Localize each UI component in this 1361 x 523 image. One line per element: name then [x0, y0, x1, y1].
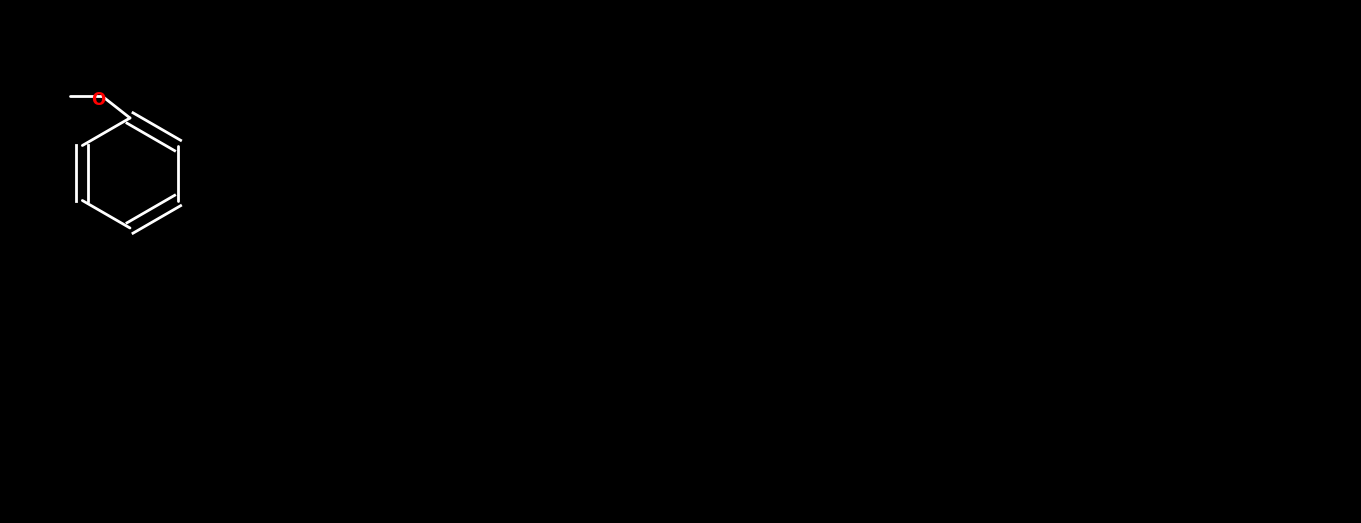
Text: O: O: [91, 91, 105, 109]
